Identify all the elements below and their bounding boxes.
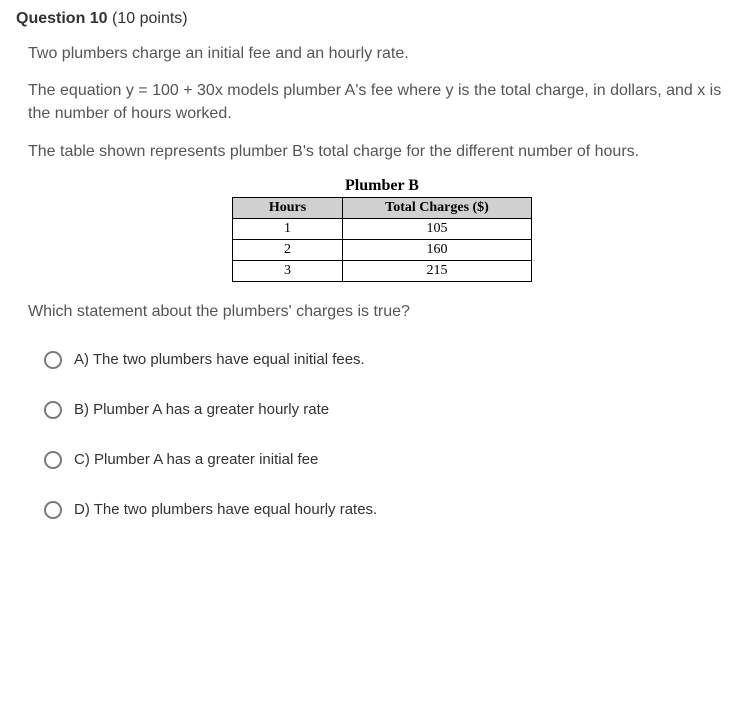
- col-hours: Hours: [233, 197, 343, 218]
- options-list: A) The two plumbers have equal initial f…: [16, 351, 736, 519]
- plumber-table: Hours Total Charges ($) 1 105 2 160 3 21…: [232, 197, 532, 282]
- cell-charges: 215: [343, 260, 532, 281]
- option-label: B) Plumber A has a greater hourly rate: [74, 401, 329, 418]
- cell-charges: 105: [343, 218, 532, 239]
- cell-hours: 1: [233, 218, 343, 239]
- table-container: Plumber B Hours Total Charges ($) 1 105 …: [16, 177, 736, 282]
- option-d[interactable]: D) The two plumbers have equal hourly ra…: [44, 501, 736, 519]
- table-header-row: Hours Total Charges ($): [233, 197, 532, 218]
- question-number: Question 10: [16, 10, 108, 27]
- option-c[interactable]: C) Plumber A has a greater initial fee: [44, 451, 736, 469]
- col-charges: Total Charges ($): [343, 197, 532, 218]
- option-label: D) The two plumbers have equal hourly ra…: [74, 501, 377, 518]
- radio-icon[interactable]: [44, 351, 62, 369]
- option-a[interactable]: A) The two plumbers have equal initial f…: [44, 351, 736, 369]
- table-title: Plumber B: [232, 177, 532, 195]
- cell-hours: 3: [233, 260, 343, 281]
- radio-icon[interactable]: [44, 501, 62, 519]
- intro-paragraph-2: The equation y = 100 + 30x models plumbe…: [16, 79, 736, 125]
- question-points: (10 points): [112, 10, 188, 27]
- option-label: A) The two plumbers have equal initial f…: [74, 351, 365, 368]
- option-b[interactable]: B) Plumber A has a greater hourly rate: [44, 401, 736, 419]
- question-prompt: Which statement about the plumbers' char…: [16, 300, 736, 323]
- intro-paragraph-3: The table shown represents plumber B's t…: [16, 140, 736, 163]
- intro-paragraph-1: Two plumbers charge an initial fee and a…: [16, 42, 736, 65]
- radio-icon[interactable]: [44, 451, 62, 469]
- question-header: Question 10 (10 points): [16, 10, 736, 28]
- table-row: 2 160: [233, 239, 532, 260]
- table-row: 1 105: [233, 218, 532, 239]
- cell-charges: 160: [343, 239, 532, 260]
- option-label: C) Plumber A has a greater initial fee: [74, 451, 318, 468]
- table-row: 3 215: [233, 260, 532, 281]
- radio-icon[interactable]: [44, 401, 62, 419]
- cell-hours: 2: [233, 239, 343, 260]
